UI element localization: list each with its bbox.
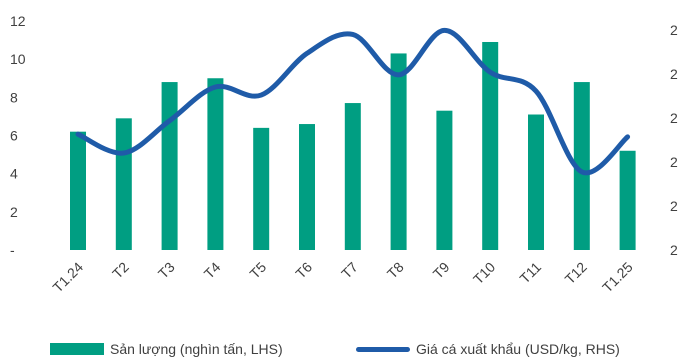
x-tick-label: T6 bbox=[292, 259, 315, 282]
x-tick-label: T2 bbox=[109, 259, 132, 282]
legend-line-label: Giá cá xuất khẩu (USD/kg, RHS) bbox=[416, 341, 620, 357]
legend-item-bar: Sản lượng (nghìn tấn, LHS) bbox=[50, 338, 283, 360]
left-tick-label: 6 bbox=[10, 128, 18, 144]
left-tick-label: 10 bbox=[10, 51, 26, 67]
price-line bbox=[75, 27, 631, 176]
right-tick-label: 2 bbox=[670, 242, 678, 258]
left-tick-label: 8 bbox=[10, 89, 18, 105]
x-tick-label: T7 bbox=[338, 259, 361, 282]
left-tick-label: - bbox=[10, 242, 15, 258]
bar bbox=[436, 110, 453, 250]
legend-line-swatch bbox=[356, 346, 410, 352]
right-axis-ticks: 2 2 2 2 2 2 bbox=[670, 22, 678, 258]
x-tick-label: T8 bbox=[384, 259, 407, 282]
bar bbox=[161, 82, 178, 250]
x-tick-label: T1.25 bbox=[599, 259, 636, 296]
bar bbox=[207, 78, 224, 250]
x-tick-label: T3 bbox=[155, 259, 178, 282]
left-tick-label: 2 bbox=[10, 204, 18, 220]
x-tick-label: T12 bbox=[562, 259, 591, 288]
bar bbox=[482, 41, 499, 250]
right-tick-label: 2 bbox=[670, 110, 678, 126]
x-tick-label: T9 bbox=[430, 259, 453, 282]
legend-bar-label: Sản lượng (nghìn tấn, LHS) bbox=[110, 341, 283, 357]
right-tick-label: 2 bbox=[670, 198, 678, 214]
left-axis-ticks: - 2 4 6 8 10 12 bbox=[10, 13, 26, 258]
legend-item-line: Giá cá xuất khẩu (USD/kg, RHS) bbox=[356, 338, 620, 360]
bar bbox=[390, 53, 407, 250]
x-tick-label: T10 bbox=[470, 259, 499, 288]
bar bbox=[299, 124, 315, 250]
bar bbox=[115, 118, 132, 250]
bar bbox=[528, 114, 544, 250]
right-tick-label: 2 bbox=[670, 154, 678, 170]
x-axis-ticks: T1.24 T2 T3 T4 T5 T6 T7 T8 T9 T10 T11 T12 T1.25 bbox=[49, 259, 635, 296]
bar bbox=[573, 82, 590, 250]
left-tick-label: 4 bbox=[10, 166, 18, 182]
bar bbox=[253, 127, 270, 250]
x-tick-label: T11 bbox=[516, 259, 544, 287]
x-tick-label: T5 bbox=[246, 259, 269, 282]
bar bbox=[344, 103, 361, 250]
legend-bar-swatch bbox=[50, 343, 104, 355]
x-tick-label: T1.24 bbox=[49, 259, 86, 296]
bar bbox=[70, 131, 86, 250]
x-tick-label: T4 bbox=[201, 259, 224, 282]
bar-series bbox=[70, 41, 636, 250]
bar bbox=[619, 150, 636, 250]
legend: Sản lượng (nghìn tấn, LHS) Giá cá xuất k… bbox=[0, 338, 681, 360]
left-tick-label: 12 bbox=[10, 13, 26, 29]
right-tick-label: 2 bbox=[670, 22, 678, 38]
right-tick-label: 2 bbox=[670, 66, 678, 82]
